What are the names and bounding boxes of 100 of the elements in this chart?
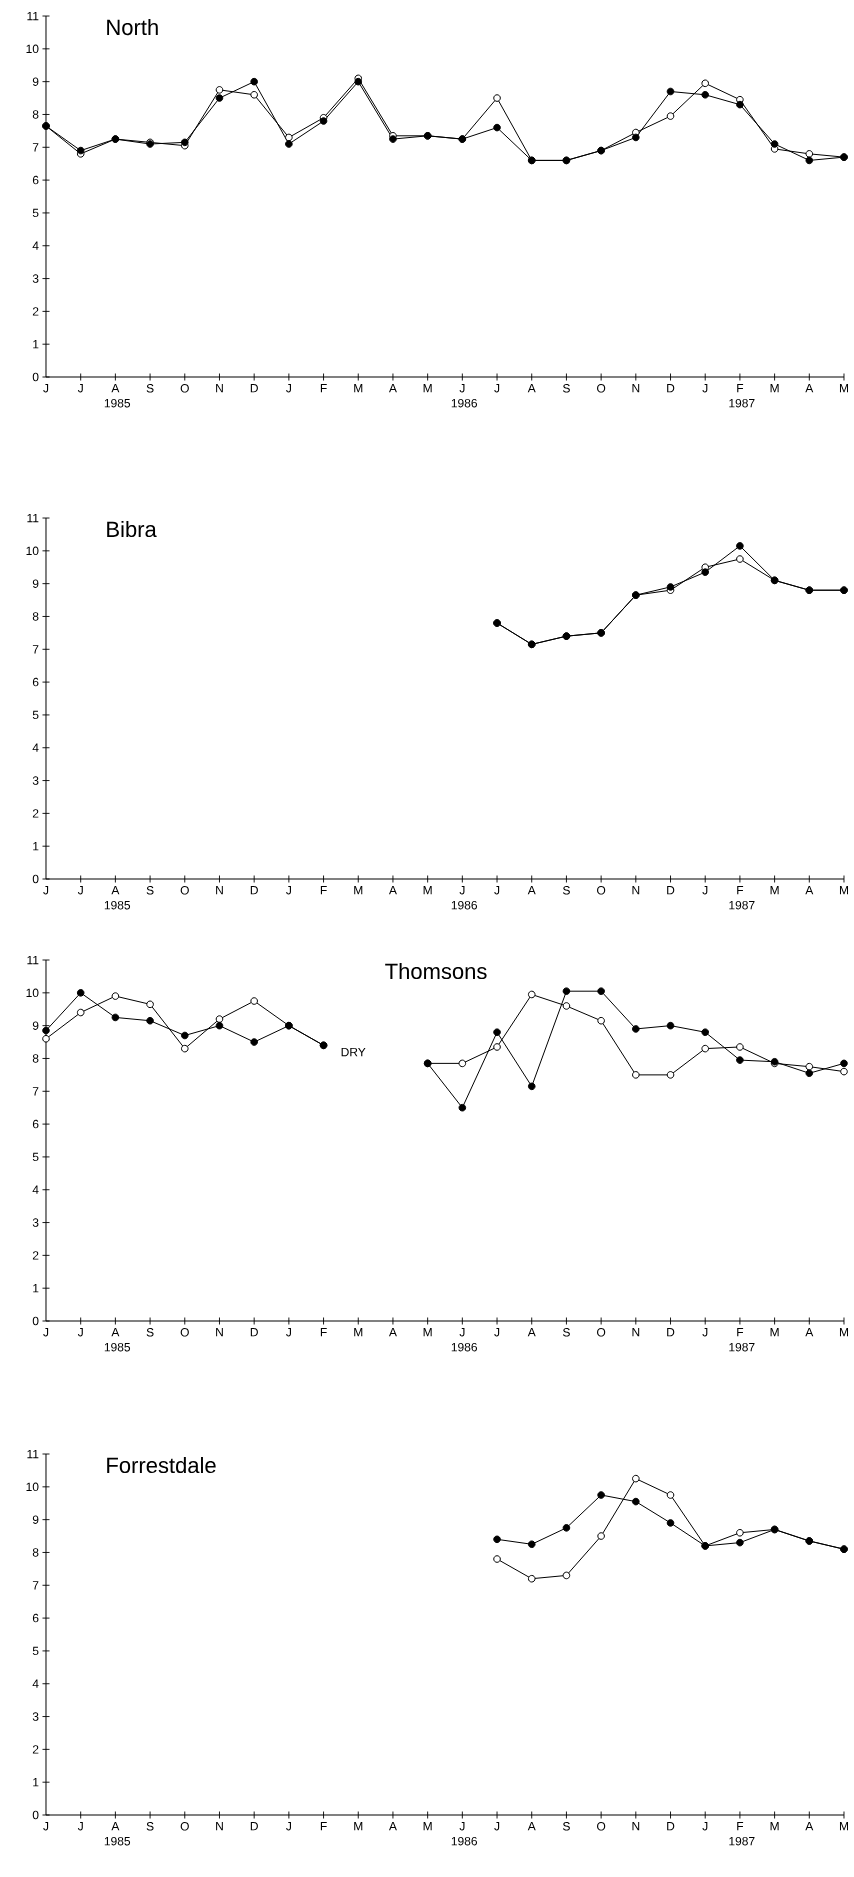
x-tick-label: J 1986 [451,384,478,408]
x-tick-label: D [667,886,675,895]
y-tick-label: 3 [32,274,39,283]
x-tick-label: N [632,886,640,895]
y-tick-label: 3 [32,776,39,785]
x-tick-label: A [805,886,814,895]
chart-title: Forrestdale [107,1456,216,1474]
x-tick-label: F [320,384,327,393]
x-tick-label: J [286,1328,291,1337]
y-tick-label: 11 [27,1449,39,1459]
y-tick-label: 4 [32,1679,39,1688]
x-tick-label: A [388,1822,397,1831]
y-tick-label: 10 [26,44,39,54]
chart-title: Thomsons [385,962,487,980]
x-tick-label: S [146,886,154,895]
x-tick-label: M [770,886,779,895]
x-tick-label: M [839,1822,848,1831]
x-tick-label: D [250,1822,258,1831]
y-tick-label: 11 [27,955,39,965]
x-tick-label: J 1986 [451,1328,478,1352]
chart-title: Bibra [107,520,157,538]
y-tick-label: 5 [32,208,39,218]
y-tick-label: 9 [32,1515,39,1524]
x-tick-label: A [527,1328,536,1337]
x-tick-label: O [180,1822,189,1831]
y-tick-label: 1 [33,340,39,349]
y-tick-label: 8 [32,612,39,621]
y-tick-label: 5 [32,1152,39,1162]
x-tick-label: M [770,1328,779,1337]
y-tick-label: 10 [26,546,39,556]
x-tick-label: J [494,1328,500,1337]
x-tick-label: J [43,1822,49,1831]
x-tick-label: A [388,384,397,393]
x-tick-label: N [632,1328,640,1337]
x-tick-label: O [597,1328,606,1337]
y-tick-label: 6 [32,175,39,185]
y-tick-label: 5 [32,710,39,720]
x-tick-label: O [180,384,189,393]
y-tick-label: 0 [32,874,39,884]
x-tick-label: S [146,1822,154,1831]
x-tick-label: A [527,1822,536,1831]
x-tick-label: D [250,384,258,393]
x-tick-label: J [494,886,500,895]
x-tick-label: J [43,886,49,895]
x-tick-label: M [423,384,432,393]
x-tick-label: A [388,1328,397,1337]
x-tick-label: N [216,1822,223,1831]
x-tick-label: N [216,384,223,393]
x-tick-label: M [839,1328,848,1337]
x-tick-label: J [702,384,708,393]
annotation: DRY [341,1047,366,1057]
x-tick-label: J [702,1328,708,1337]
x-tick-label: M [354,1328,363,1337]
y-tick-label: 8 [32,110,39,119]
y-tick-label: 2 [32,307,39,316]
x-tick-label: J [43,1328,49,1337]
x-tick-label: J [77,886,83,895]
x-tick-label: A [805,384,814,393]
x-tick-label: N [632,384,640,393]
y-tick-label: 11 [27,513,39,523]
x-tick-label: S [562,886,570,895]
y-tick-label: 0 [32,1810,39,1820]
x-tick-label: F [320,1822,327,1831]
x-tick-label: M [839,384,848,393]
x-tick-label: J [286,886,291,895]
x-tick-label: J 1986 [451,1822,478,1846]
y-tick-label: 2 [32,1745,39,1754]
x-tick-label: O [597,1822,606,1831]
x-tick-label: S [562,1822,570,1831]
x-tick-label: J [77,1328,83,1337]
x-tick-label: N [632,1822,640,1831]
x-tick-label: M [423,1822,432,1831]
y-tick-label: 4 [32,743,39,752]
x-tick-label: J [702,886,708,895]
y-tick-label: 2 [32,809,39,818]
x-tick-label: D [667,1822,675,1831]
x-tick-label: M [354,384,363,393]
x-tick-label: J [286,1822,291,1831]
x-tick-label: N [216,1328,223,1337]
y-tick-label: 0 [32,1316,39,1326]
x-tick-label: A [527,886,536,895]
x-tick-label: J 1986 [451,886,478,910]
y-tick-label: 8 [32,1054,39,1063]
x-tick-label: F 1987 [729,384,755,408]
x-tick-label: A [388,886,397,895]
x-tick-label: D [250,1328,258,1337]
x-tick-label: D [250,886,258,895]
x-tick-label: A [805,1328,814,1337]
x-tick-label: S [146,1328,154,1337]
y-tick-label: 0 [32,372,39,382]
x-tick-label: O [597,886,606,895]
x-tick-label: A 1985 [104,1328,131,1352]
x-tick-label: M [423,1328,432,1337]
x-tick-label: J [702,1822,708,1831]
x-tick-label: J [494,1822,500,1831]
x-tick-label: M [354,886,363,895]
y-tick-label: 9 [32,77,39,86]
x-tick-label: F [320,886,327,895]
y-tick-label: 9 [32,579,39,588]
x-tick-label: J [77,1822,83,1831]
